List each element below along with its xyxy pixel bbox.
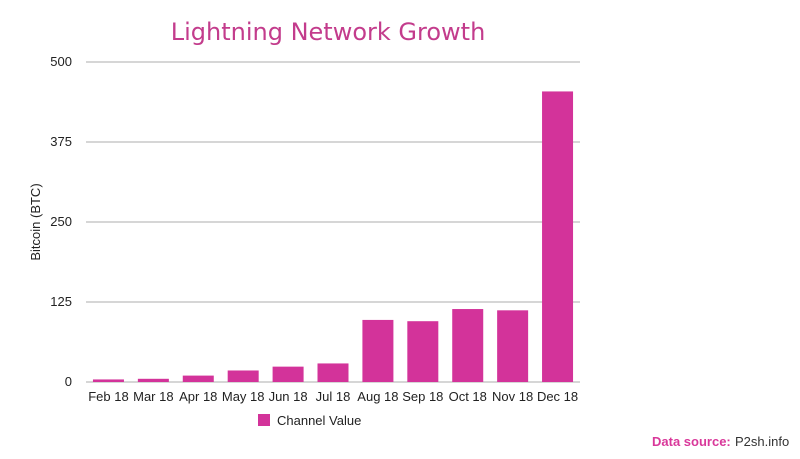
bar xyxy=(362,319,394,382)
x-tick-label: Jul 18 xyxy=(316,389,351,404)
x-tick-label: May 18 xyxy=(222,389,265,404)
bar xyxy=(272,366,304,382)
data-source-label: Data source: xyxy=(652,434,731,449)
data-source: Data source: P2sh.info xyxy=(652,434,789,449)
x-tick-label: Jun 18 xyxy=(269,389,308,404)
bar xyxy=(452,309,484,382)
x-tick-label: Dec 18 xyxy=(537,389,578,404)
y-tick-label: 375 xyxy=(50,134,72,149)
y-tick-label: 0 xyxy=(65,374,72,389)
bar xyxy=(182,375,214,382)
x-tick-label: Sep 18 xyxy=(402,389,443,404)
y-tick-label: 500 xyxy=(50,54,72,69)
legend-swatch xyxy=(258,414,270,426)
bar xyxy=(407,321,439,382)
x-tick-label: Nov 18 xyxy=(492,389,533,404)
data-source-value: P2sh.info xyxy=(735,434,789,449)
x-tick-label: Aug 18 xyxy=(357,389,398,404)
bar xyxy=(92,379,124,382)
y-tick-label: 125 xyxy=(50,294,72,309)
bar xyxy=(137,378,169,382)
legend-label: Channel Value xyxy=(277,413,361,428)
y-axis-ticks: 500 375 250 125 0 xyxy=(50,54,72,389)
y-axis-label: Bitcoin (BTC) xyxy=(28,183,43,260)
legend: Channel Value xyxy=(258,413,361,428)
x-tick-label: Apr 18 xyxy=(179,389,217,404)
bar xyxy=(317,363,349,382)
chart-title: Lightning Network Growth xyxy=(171,18,486,46)
x-tick-label: Oct 18 xyxy=(449,389,487,404)
bar xyxy=(497,310,529,382)
x-axis-ticks: Feb 18 Mar 18 Apr 18 May 18 Jun 18 Jul 18 Aug … xyxy=(88,389,578,404)
bar xyxy=(227,370,259,382)
bars xyxy=(92,91,574,382)
bar xyxy=(542,91,574,382)
x-tick-label: Feb 18 xyxy=(88,389,128,404)
x-tick-label: Mar 18 xyxy=(133,389,173,404)
y-tick-label: 250 xyxy=(50,214,72,229)
